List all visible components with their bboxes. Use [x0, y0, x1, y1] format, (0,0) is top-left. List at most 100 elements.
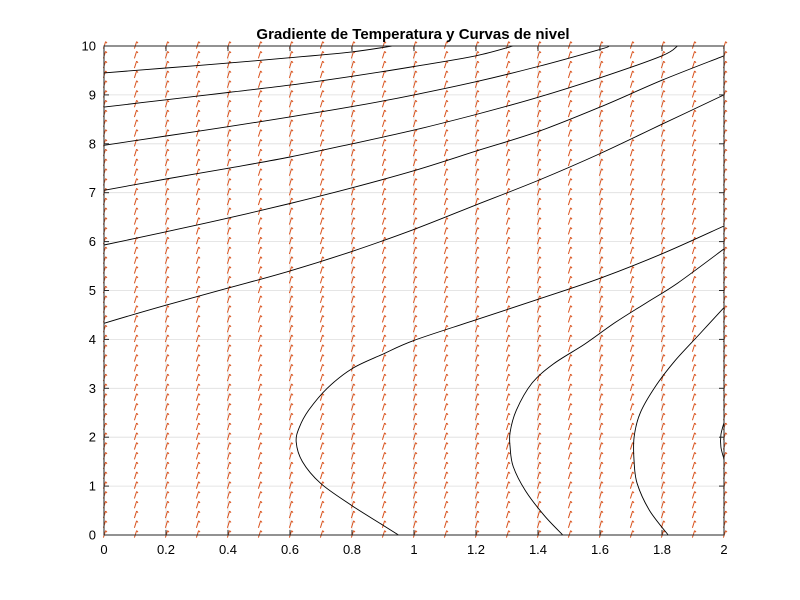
quiver-arrow	[133, 383, 138, 392]
quiver-arrowhead	[105, 530, 108, 533]
quiver-arrow	[133, 452, 138, 460]
quiver-arrow	[412, 158, 417, 167]
quiver-arrow	[164, 354, 169, 362]
quiver-arrow	[629, 109, 634, 118]
quiver-arrowhead	[415, 266, 418, 269]
quiver-arrow	[443, 149, 448, 157]
quiver-arrow	[319, 325, 324, 333]
quiver-arrowhead	[322, 442, 325, 445]
quiver-arrowhead	[415, 373, 418, 377]
quiver-arrow	[350, 188, 355, 196]
quiver-arrow	[474, 168, 479, 176]
quiver-arrow	[660, 256, 665, 264]
quiver-arrowhead	[322, 432, 325, 435]
quiver-arrow	[381, 481, 386, 489]
quiver-arrow	[505, 276, 510, 284]
quiver-arrowhead	[725, 139, 728, 142]
quiver-arrowhead	[260, 256, 263, 259]
quiver-arrow	[474, 403, 479, 411]
quiver-arrowhead	[415, 354, 418, 357]
quiver-arrow	[629, 383, 634, 392]
quiver-arrow	[474, 109, 479, 118]
quiver-arrowhead	[415, 295, 418, 298]
quiver-arrow	[443, 168, 448, 176]
quiver-arrow	[443, 197, 448, 206]
quiver-arrow	[474, 227, 479, 235]
quiver-arrowhead	[384, 315, 387, 318]
quiver-arrow	[660, 403, 665, 411]
quiver-arrowhead	[539, 207, 542, 210]
quiver-arrowhead	[601, 236, 604, 240]
quiver-arrow	[629, 334, 634, 343]
quiver-arrow	[412, 315, 417, 323]
quiver-arrow	[288, 217, 293, 225]
quiver-arrow	[505, 510, 510, 519]
quiver-arrowhead	[601, 227, 604, 230]
quiver-arrowhead	[291, 334, 294, 337]
quiver-arrow	[536, 305, 541, 313]
quiver-arrowhead	[229, 41, 232, 44]
quiver-arrowhead	[415, 481, 418, 484]
quiver-arrowhead	[105, 60, 108, 64]
quiver-arrow	[505, 481, 510, 489]
quiver-arrowhead	[260, 246, 263, 249]
quiver-arrow	[133, 344, 138, 352]
quiver-arrowhead	[663, 256, 666, 259]
quiver-arrowhead	[260, 520, 263, 523]
quiver-arrowhead	[632, 471, 635, 474]
quiver-arrowhead	[694, 344, 697, 347]
quiver-arrow	[226, 373, 231, 382]
quiver-arrow	[412, 422, 417, 431]
quiver-arrow	[195, 413, 200, 421]
quiver-arrow	[350, 315, 355, 323]
quiver-arrow	[474, 100, 479, 108]
quiver-arrowhead	[105, 41, 108, 44]
quiver-arrow	[505, 325, 510, 333]
quiver-arrowhead	[663, 452, 666, 455]
quiver-arrow	[257, 149, 262, 157]
quiver-arrowhead	[136, 393, 139, 396]
quiver-arrow	[195, 227, 200, 235]
quiver-arrow	[195, 119, 200, 127]
quiver-arrow	[133, 119, 138, 127]
quiver-arrow	[691, 246, 696, 255]
quiver-arrow	[474, 90, 479, 98]
quiver-arrowhead	[539, 344, 542, 347]
quiver-arrow	[536, 90, 541, 98]
quiver-arrow	[195, 501, 200, 509]
quiver-arrow	[567, 481, 572, 489]
quiver-arrow	[536, 432, 541, 440]
quiver-arrow	[350, 373, 355, 382]
quiver-arrowhead	[725, 109, 728, 112]
quiver-arrow	[536, 246, 541, 255]
quiver-arrowhead	[136, 246, 139, 249]
quiver-arrowhead	[136, 364, 139, 367]
quiver-arrowhead	[508, 422, 511, 425]
quiver-arrowhead	[570, 324, 573, 328]
quiver-arrow	[536, 51, 541, 59]
quiver-arrowhead	[353, 70, 356, 73]
quiver-arrowhead	[663, 178, 666, 181]
quiver-arrow	[319, 344, 324, 352]
quiver-arrow	[443, 139, 448, 147]
quiver-arrow	[319, 158, 324, 167]
quiver-arrow	[505, 403, 510, 411]
quiver-arrow	[505, 393, 510, 401]
quiver-arrow	[505, 246, 510, 255]
quiver-arrowhead	[353, 510, 356, 513]
quiver-arrow	[412, 413, 417, 421]
quiver-arrow	[536, 256, 541, 264]
quiver-arrow	[257, 471, 262, 480]
quiver-arrow	[567, 295, 572, 304]
quiver-arrow	[226, 285, 231, 294]
quiver-arrow	[474, 413, 479, 421]
quiver-arrowhead	[291, 393, 294, 396]
quiver-arrow	[691, 383, 696, 392]
quiver-arrow	[691, 364, 696, 372]
quiver-arrow	[195, 334, 200, 343]
quiver-arrowhead	[291, 481, 294, 484]
quiver-arrow	[598, 227, 603, 235]
quiver-arrowhead	[663, 90, 666, 93]
quiver-arrow	[226, 510, 231, 519]
quiver-arrow	[381, 256, 386, 264]
